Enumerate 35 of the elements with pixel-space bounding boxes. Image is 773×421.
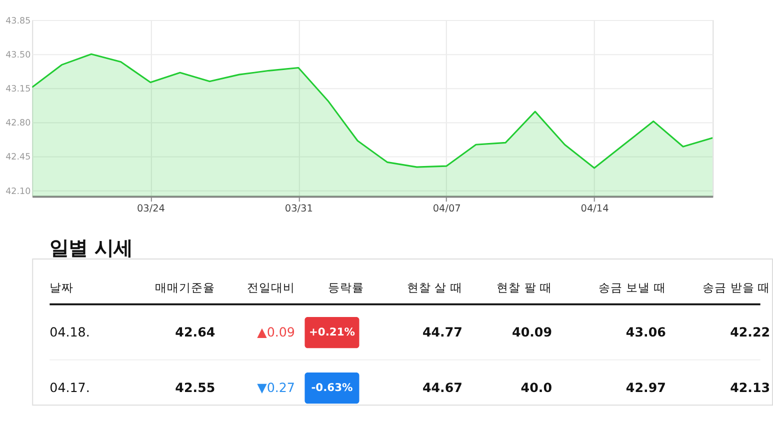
text: 송금 보낼 때 [598,280,666,295]
text: 매매기준율 [155,280,216,295]
y-tick-label: 42.10 [6,186,31,197]
y-tick-label: 43.15 [6,84,31,95]
x-tick-label: 03/31 [284,203,313,214]
text: 등락률 [328,280,364,295]
text: 현찰 살 때 [407,280,462,295]
text: 42.97 [626,380,666,395]
text: +0.21% [308,325,356,338]
text: 40.0 [520,380,552,395]
text: ▲0.09 [257,324,295,340]
text: 전일대비 [246,280,295,295]
text: 42.64 [175,324,216,340]
text: 42.55 [175,380,216,395]
text: 04.18. [50,324,90,340]
text: ▼0.27 [257,380,295,395]
text: 42.22 [730,324,770,340]
text: 04.17. [50,380,90,395]
text: 40.09 [512,324,552,340]
x-tick-label: 04/14 [580,203,609,214]
text: 44.77 [422,324,462,340]
text: 현찰 팔 때 [496,280,552,295]
text: 일별 시세 [50,236,132,260]
y-tick-label: 43.50 [6,50,31,61]
text: 송금 받을 때 [702,280,770,295]
x-tick-label: 03/24 [136,203,165,214]
text: -0.63% [311,380,354,394]
text: 42.13 [730,380,770,395]
y-tick-label: 42.80 [6,118,31,129]
text: 날짜 [50,280,74,295]
text: 43.06 [626,324,666,340]
y-tick-label: 43.85 [6,16,31,26]
text: 44.67 [422,380,462,395]
y-tick-label: 42.45 [6,152,31,163]
x-tick-label: 04/07 [432,203,461,214]
